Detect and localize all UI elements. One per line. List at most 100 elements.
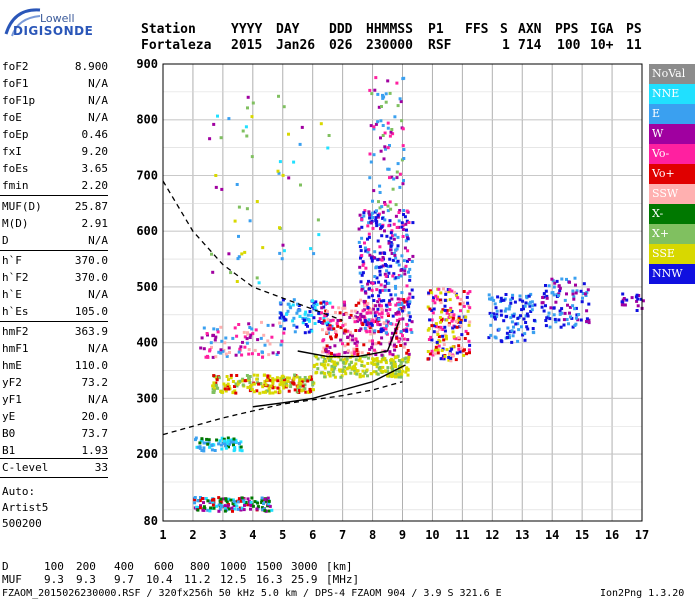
echo-point (395, 375, 398, 378)
d-value: 1000 (220, 560, 247, 573)
echo-point (397, 104, 400, 107)
echo-point (384, 285, 387, 288)
echo-point (280, 382, 283, 385)
echo-point (462, 354, 465, 357)
echo-point (408, 319, 411, 322)
echo-point (378, 318, 381, 321)
echo-point (339, 311, 342, 314)
y-tick-label: 400 (136, 336, 158, 350)
echo-point (560, 307, 563, 310)
echo-point (326, 310, 329, 313)
echo-point (258, 281, 261, 284)
echo-point (343, 304, 346, 307)
echo-point (375, 288, 378, 291)
echo-point (332, 327, 335, 330)
echo-point (382, 134, 385, 137)
echo-point (407, 356, 410, 359)
echo-point (281, 257, 284, 260)
echo-point (407, 360, 410, 363)
echo-point (329, 302, 332, 305)
echo-point (246, 337, 249, 340)
echo-point (380, 369, 383, 372)
echo-point (405, 234, 408, 237)
echo-point (390, 298, 393, 301)
echo-point (233, 448, 236, 451)
echo-point (378, 245, 381, 248)
echo-point (303, 319, 306, 322)
echo-point (400, 330, 403, 333)
echo-point (442, 287, 445, 290)
echo-point (506, 327, 509, 330)
echo-point (505, 315, 508, 318)
echo-point (445, 335, 448, 338)
echo-point (359, 318, 362, 321)
echo-point (239, 449, 242, 452)
echo-point (531, 304, 534, 307)
echo-point (441, 349, 444, 352)
echo-point (208, 349, 211, 352)
echo-point (260, 321, 263, 324)
echo-point (378, 367, 381, 370)
echo-point (362, 211, 365, 214)
echo-point (350, 351, 353, 354)
echo-point (354, 320, 357, 323)
echo-point (637, 304, 640, 307)
echo-point (266, 374, 269, 377)
echo-point (450, 348, 453, 351)
muf-value: 11.2 (184, 573, 211, 586)
echo-point (372, 308, 375, 311)
echo-point (256, 374, 259, 377)
echo-point (238, 206, 241, 209)
echo-point (373, 250, 376, 253)
echo-point (363, 365, 366, 368)
echo-point (352, 348, 355, 351)
echo-point (389, 219, 392, 222)
echo-point (398, 373, 401, 376)
echo-point (368, 287, 371, 290)
echo-point (370, 222, 373, 225)
echo-point (247, 497, 250, 500)
echo-point (249, 508, 252, 511)
echo-point (291, 319, 294, 322)
echo-point (508, 305, 511, 308)
echo-point (466, 302, 469, 305)
echo-point (224, 510, 227, 513)
echo-point (227, 437, 230, 440)
echo-point (309, 310, 312, 313)
echo-point (443, 326, 446, 329)
echo-point (233, 438, 236, 441)
echo-point (466, 332, 469, 335)
echo-point (512, 334, 515, 337)
echo-point (397, 297, 400, 300)
echo-point (444, 330, 447, 333)
echo-point (337, 319, 340, 322)
echo-point (317, 218, 320, 221)
echo-point (525, 301, 528, 304)
echo-point (321, 339, 324, 342)
echo-point (543, 310, 546, 313)
echo-point (452, 317, 455, 320)
x-tick-label: 16 (605, 528, 619, 542)
echo-point (294, 330, 297, 333)
echo-point (326, 147, 329, 150)
echo-point (364, 319, 367, 322)
echo-point (407, 237, 410, 240)
echo-point (312, 316, 315, 319)
echo-point (200, 437, 203, 440)
echo-point (341, 342, 344, 345)
echo-point (440, 311, 443, 314)
echo-point (494, 318, 497, 321)
echo-point (312, 252, 315, 255)
echo-point (408, 221, 411, 224)
echo-point (358, 266, 361, 269)
echo-point (500, 310, 503, 313)
echo-point (238, 442, 241, 445)
echo-point (374, 219, 377, 222)
echo-point (271, 380, 274, 383)
echo-point (519, 298, 522, 301)
echo-point (241, 341, 244, 344)
echo-point (267, 324, 270, 327)
echo-point (212, 327, 215, 330)
echo-point (252, 505, 255, 508)
echo-point (333, 361, 336, 364)
